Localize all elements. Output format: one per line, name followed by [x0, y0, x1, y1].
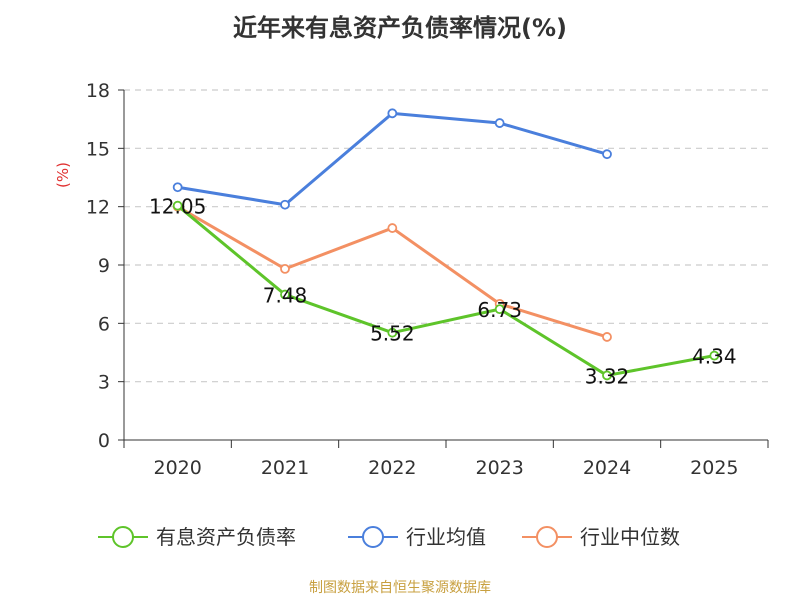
series-point-2 [280, 263, 290, 274]
y-axis-unit-label: (%) [54, 162, 72, 188]
series-line-1 [177, 111, 608, 207]
series-point-2 [602, 332, 612, 342]
legend-label-0: 有息资产负债率 [156, 525, 296, 549]
chart-title: 近年来有息资产负债率情况(%) [233, 14, 567, 42]
y-tick-label: 12 [86, 197, 110, 219]
data-label: 4.34 [692, 345, 737, 369]
legend-marker-2 [536, 526, 558, 548]
series-line-0 [176, 204, 715, 377]
data-label: 6.73 [477, 298, 522, 322]
series-point-2 [387, 223, 398, 233]
data-label: 12.05 [149, 195, 206, 219]
series-point-0 [387, 327, 398, 338]
y-tick-label: 6 [98, 313, 110, 335]
series-point-0 [280, 289, 290, 300]
data-label: 7.48 [263, 284, 308, 308]
y-tick-label: 15 [86, 138, 110, 160]
series-point-1 [494, 118, 505, 128]
x-tick-label: 2024 [583, 457, 631, 479]
y-tick-label: 18 [86, 80, 110, 102]
series-point-1 [280, 199, 290, 210]
y-tick-label: 9 [98, 255, 110, 277]
x-tick-label: 2022 [368, 457, 416, 479]
y-tick-label: 3 [98, 372, 110, 394]
series-point-0 [494, 304, 505, 315]
series-point-0 [709, 350, 720, 361]
y-tick-label: 0 [98, 430, 110, 452]
legend-label-1: 行业均值 [406, 525, 486, 549]
series-point-1 [387, 108, 398, 119]
legend-label-2: 行业中位数 [580, 525, 680, 549]
data-source-note: 制图数据来自恒生聚源数据库 [309, 580, 491, 596]
data-label: 5.52 [370, 322, 415, 346]
data-label: 3.32 [585, 364, 630, 388]
x-tick-label: 2020 [153, 457, 201, 479]
x-tick-label: 2025 [690, 457, 738, 479]
x-tick-label: 2021 [261, 457, 309, 479]
legend-marker-0 [112, 526, 134, 548]
legend-marker-1 [362, 526, 384, 548]
series-point-0 [602, 370, 612, 381]
series-point-1 [172, 182, 183, 193]
series-point-1 [602, 149, 612, 160]
series-point-0 [172, 200, 183, 211]
x-tick-label: 2023 [475, 457, 523, 479]
